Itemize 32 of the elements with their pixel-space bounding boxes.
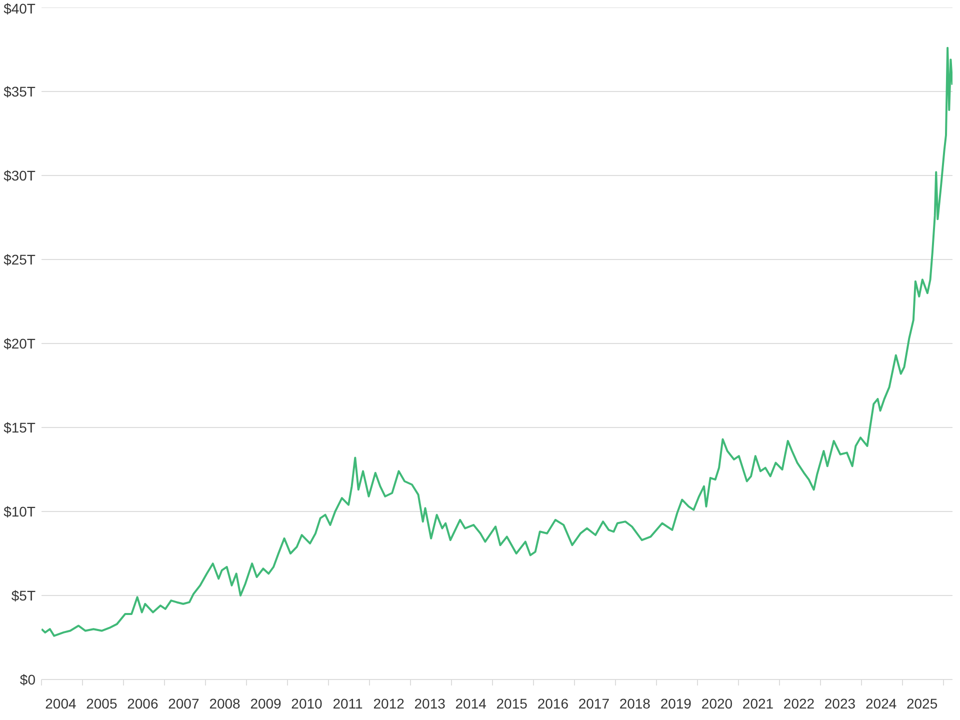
x-tick-label: 2022 bbox=[783, 696, 815, 712]
x-tick-label: 2012 bbox=[373, 696, 405, 712]
x-tick-label: 2011 bbox=[332, 696, 364, 712]
x-tick-label: 2007 bbox=[168, 696, 200, 712]
x-tick-label: 2008 bbox=[209, 696, 241, 712]
x-tick-label: 2009 bbox=[250, 696, 282, 712]
x-tick-label: 2024 bbox=[866, 696, 897, 712]
x-tick-label: 2004 bbox=[45, 696, 76, 712]
x-tick-label: 2019 bbox=[660, 696, 692, 712]
y-tick-label: $30T bbox=[4, 168, 36, 184]
y-tick-label: $35T bbox=[4, 84, 36, 100]
x-tick-label: 2015 bbox=[496, 696, 528, 712]
x-tick-label: 2025 bbox=[906, 696, 938, 712]
x-tick-label: 2005 bbox=[86, 696, 118, 712]
y-tick-label: $10T bbox=[4, 504, 36, 520]
y-tick-label: $25T bbox=[4, 252, 36, 268]
x-tick-label: 2017 bbox=[578, 696, 610, 712]
x-tick-label: 2006 bbox=[127, 696, 158, 712]
y-tick-label: $5T bbox=[11, 588, 36, 604]
x-tick-label: 2014 bbox=[455, 696, 487, 712]
y-tick-label: $15T bbox=[4, 420, 36, 436]
x-tick-label: 2021 bbox=[742, 696, 774, 712]
x-tick-label: 2013 bbox=[414, 696, 446, 712]
x-tick-label: 2023 bbox=[824, 696, 856, 712]
y-tick-label: $0 bbox=[20, 672, 36, 688]
x-tick-label: 2020 bbox=[701, 696, 733, 712]
y-tick-label: $40T bbox=[4, 0, 36, 16]
line-series bbox=[42, 46, 952, 637]
x-tick-label: 2018 bbox=[619, 696, 651, 712]
y-tick-label: $20T bbox=[4, 336, 36, 352]
x-tick-label: 2010 bbox=[291, 696, 323, 712]
x-tick-label: 2016 bbox=[537, 696, 569, 712]
